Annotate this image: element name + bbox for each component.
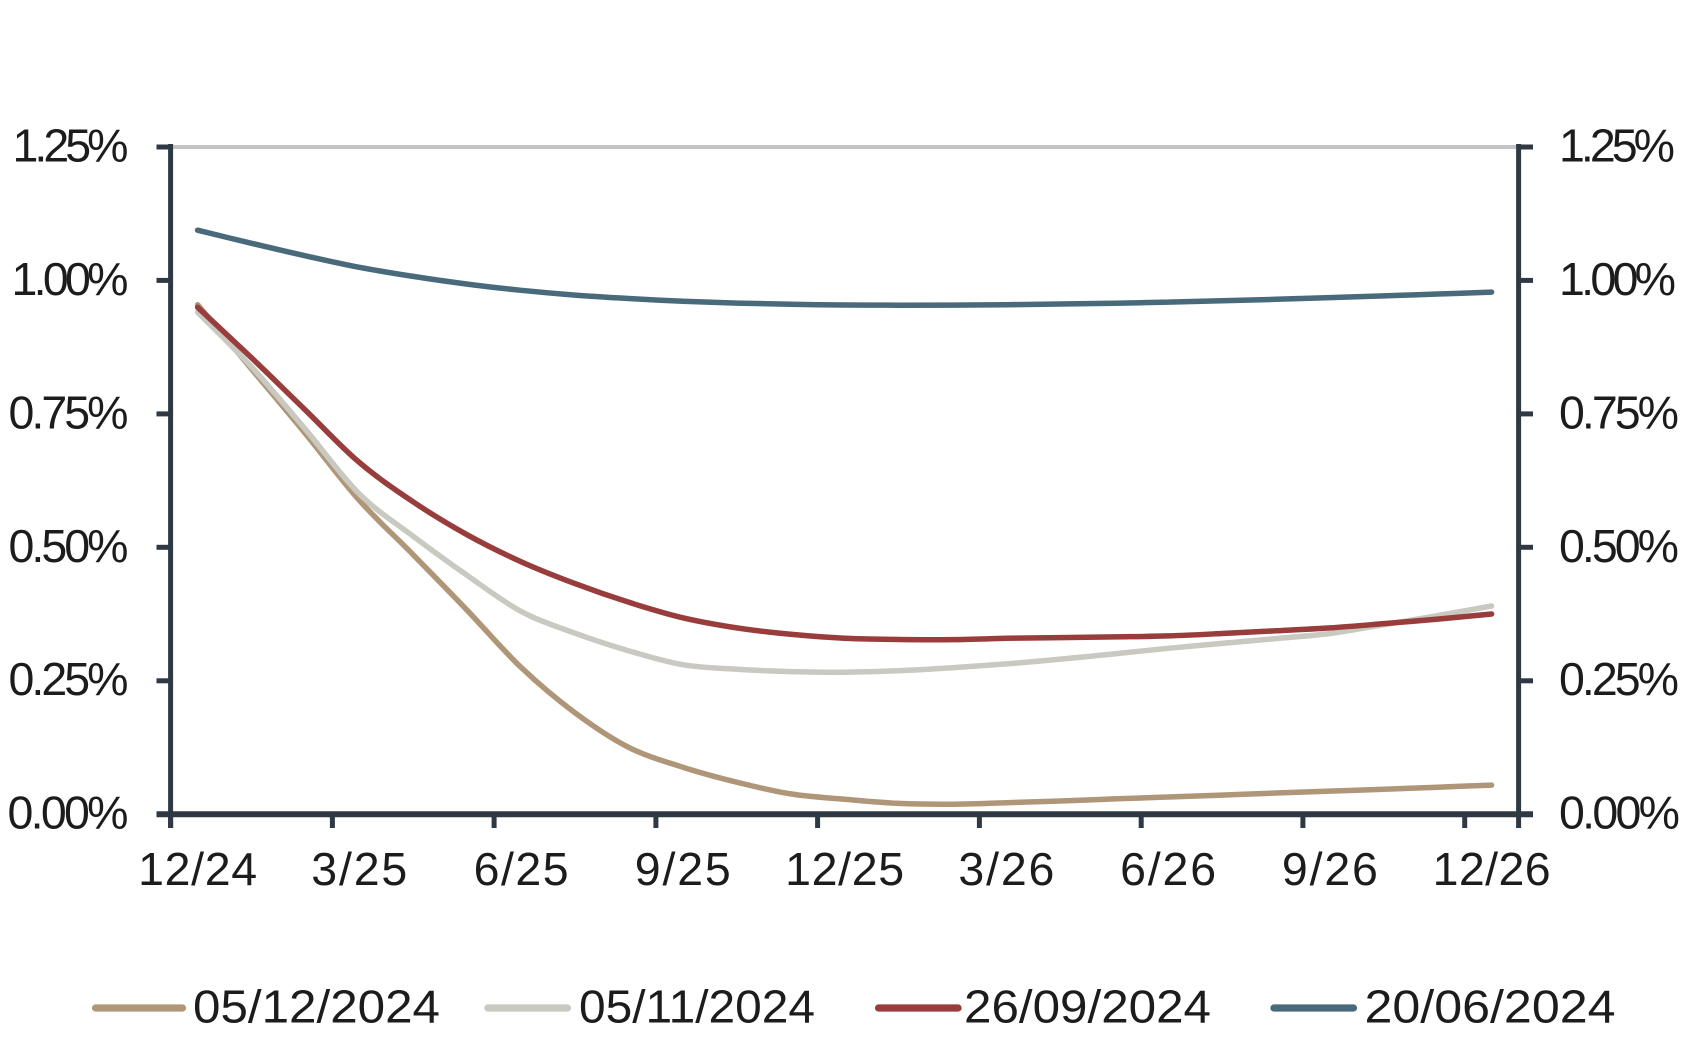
svg-text:0.50%: 0.50% <box>1559 520 1679 572</box>
svg-text:1.00%: 1.00% <box>12 253 129 305</box>
svg-text:1.25%: 1.25% <box>13 120 129 172</box>
svg-text:12/25: 12/25 <box>785 843 904 895</box>
svg-text:6/25: 6/25 <box>474 843 569 895</box>
svg-text:0.75%: 0.75% <box>9 386 129 438</box>
svg-text:0.75%: 0.75% <box>1559 386 1679 438</box>
svg-text:12/24: 12/24 <box>138 843 257 895</box>
svg-text:1.25%: 1.25% <box>1559 120 1675 172</box>
svg-text:6/26: 6/26 <box>1120 843 1216 895</box>
svg-text:0.00%: 0.00% <box>8 787 129 839</box>
svg-text:1.00%: 1.00% <box>1559 253 1676 305</box>
svg-text:0.25%: 0.25% <box>9 653 129 705</box>
svg-text:0.50%: 0.50% <box>9 520 129 572</box>
svg-text:12/26: 12/26 <box>1433 843 1551 895</box>
svg-text:20/06/2024: 20/06/2024 <box>1365 981 1616 1033</box>
svg-text:0.00%: 0.00% <box>1559 787 1680 839</box>
svg-text:3/25: 3/25 <box>311 843 407 895</box>
svg-text:3/26: 3/26 <box>958 843 1054 895</box>
svg-text:26/09/2024: 26/09/2024 <box>964 981 1211 1033</box>
svg-text:9/26: 9/26 <box>1282 843 1378 895</box>
svg-text:0.25%: 0.25% <box>1559 653 1679 705</box>
svg-text:05/11/2024: 05/11/2024 <box>579 981 815 1033</box>
svg-text:05/12/2024: 05/12/2024 <box>193 981 440 1033</box>
svg-text:9/25: 9/25 <box>635 843 731 895</box>
